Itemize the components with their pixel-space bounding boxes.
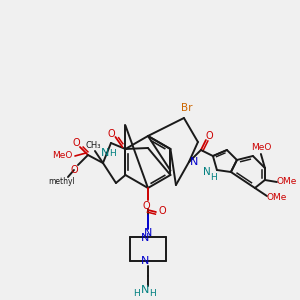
Text: O: O bbox=[158, 206, 166, 216]
Text: N: N bbox=[141, 256, 149, 266]
Text: H: H bbox=[211, 172, 217, 182]
Text: N: N bbox=[144, 228, 152, 238]
Text: OMe: OMe bbox=[277, 178, 297, 187]
Text: N: N bbox=[203, 167, 211, 177]
Text: MeO: MeO bbox=[251, 143, 271, 152]
Text: O: O bbox=[142, 201, 150, 211]
Text: Br: Br bbox=[181, 103, 193, 113]
Text: OMe: OMe bbox=[267, 194, 287, 202]
Text: O: O bbox=[72, 138, 80, 148]
Text: O: O bbox=[205, 131, 213, 141]
Text: N: N bbox=[101, 148, 109, 158]
Text: N: N bbox=[190, 157, 198, 167]
Text: O: O bbox=[108, 129, 115, 139]
Text: H: H bbox=[110, 148, 116, 158]
Text: methyl: methyl bbox=[49, 176, 75, 185]
Text: CH₃: CH₃ bbox=[85, 140, 101, 149]
Text: MeO: MeO bbox=[52, 151, 72, 160]
Text: N: N bbox=[141, 233, 149, 243]
Text: H: H bbox=[134, 290, 140, 298]
Text: H: H bbox=[150, 290, 156, 298]
Text: N: N bbox=[141, 285, 149, 295]
Text: O: O bbox=[70, 165, 78, 175]
